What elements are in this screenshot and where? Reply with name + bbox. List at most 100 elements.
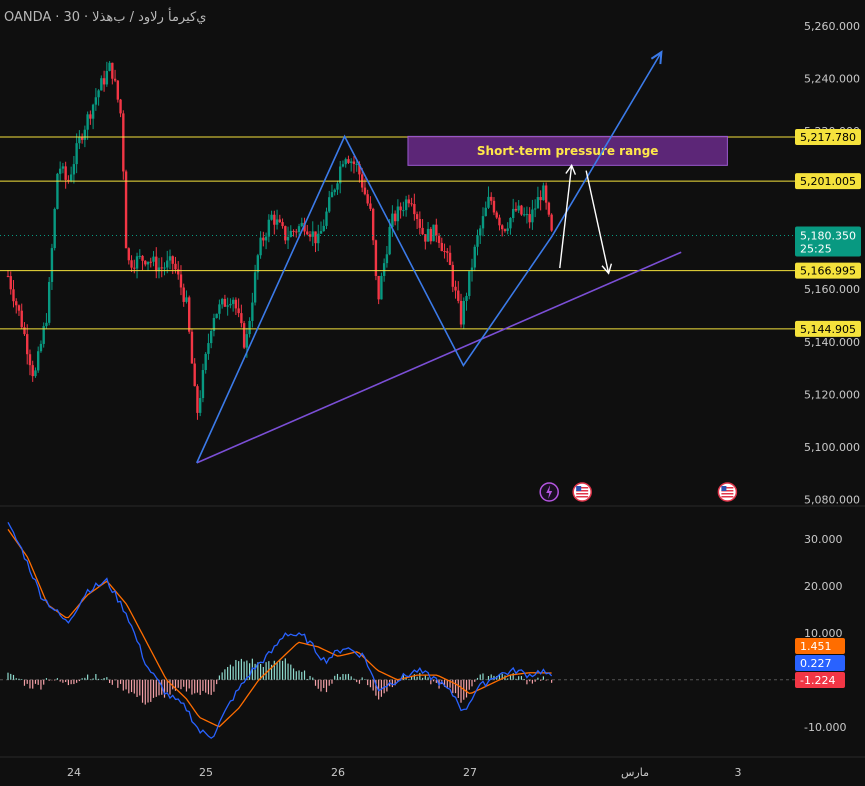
candle-body — [28, 354, 32, 366]
candle-body — [396, 206, 400, 222]
candle-body — [457, 290, 460, 301]
candle-body — [289, 230, 292, 237]
flag-stripe — [576, 490, 589, 492]
price-tick-label: 5,100.000 — [804, 441, 860, 454]
us-flag-icon[interactable] — [717, 482, 738, 502]
candle-body — [292, 230, 295, 232]
candle-body — [256, 255, 260, 273]
macd-value-box — [795, 655, 845, 671]
candle-body — [358, 163, 361, 175]
level-label: 5,144.905 — [800, 323, 856, 336]
candle-body — [94, 97, 98, 105]
flag-stripe — [721, 487, 734, 489]
flag-stripe — [721, 496, 734, 498]
candle-body — [317, 233, 320, 244]
candle-body — [138, 255, 141, 257]
symbol-name[interactable]: ي‌كيرمأ رلاود / ب‌هذلا — [92, 10, 207, 25]
candle-body — [448, 252, 452, 265]
candle-body — [509, 217, 512, 229]
candle-body — [437, 235, 441, 243]
candle-body — [550, 214, 553, 231]
current-price-box — [795, 226, 861, 257]
flag-stripe — [576, 487, 589, 489]
candle-body — [465, 295, 468, 301]
candle-body — [432, 224, 435, 242]
candle-body — [26, 334, 29, 355]
flag-icon-circle — [717, 482, 738, 502]
lightning-glyph — [546, 485, 553, 499]
candle-body — [415, 214, 419, 220]
candle-body — [248, 320, 251, 335]
candle-body — [75, 143, 78, 165]
price-tick-label: 5,140.000 — [804, 336, 860, 349]
candle-body — [278, 219, 282, 223]
signal-line — [7, 529, 552, 728]
candle-body — [347, 159, 350, 163]
candle-body — [355, 163, 358, 165]
price-pane[interactable]: Short-term pressure range — [0, 50, 795, 502]
candle-body — [363, 187, 367, 195]
candle-body — [223, 298, 227, 307]
macd-pane[interactable] — [0, 521, 795, 739]
candle-body — [240, 313, 243, 324]
candle-body — [369, 203, 372, 209]
candle-body — [23, 327, 26, 335]
candle-body — [133, 267, 136, 269]
candle-body — [404, 199, 408, 211]
us-flag-icon[interactable] — [572, 482, 592, 502]
candle-body — [17, 305, 21, 311]
candle-body — [242, 323, 246, 348]
pressure-range-box — [407, 135, 728, 166]
macd-value-label: 1.451 — [800, 640, 832, 653]
candle-body — [341, 164, 345, 167]
candle-body — [476, 235, 479, 247]
candle-body — [424, 234, 427, 242]
candle-body — [264, 236, 268, 241]
candle-body — [157, 267, 161, 272]
candle-body — [393, 213, 397, 222]
candle-body — [127, 248, 131, 261]
axes: 5,260.0005,240.0005,220.0005,200.0005,18… — [0, 20, 865, 779]
candle-body — [50, 248, 54, 282]
lightning-icon[interactable] — [539, 482, 559, 502]
candle-body — [174, 263, 177, 270]
candle-body — [20, 310, 23, 328]
candles-group — [6, 61, 553, 420]
candle-body — [122, 113, 125, 172]
projection-arrow — [585, 170, 610, 274]
candle-body — [407, 199, 411, 204]
candle-body — [366, 194, 369, 204]
candle-body — [163, 267, 166, 269]
flag-stripe — [576, 493, 589, 495]
candle-body — [544, 185, 548, 203]
candle-body — [267, 219, 271, 237]
level-label-box — [795, 173, 861, 190]
candle-body — [303, 222, 306, 232]
candle-body — [473, 246, 476, 268]
candle-body — [311, 231, 314, 237]
level-label-box — [795, 320, 861, 337]
candle-body — [501, 225, 504, 230]
candle-body — [253, 272, 257, 303]
flag-canton — [576, 486, 582, 491]
candle-body — [102, 78, 106, 85]
candle-body — [262, 237, 265, 241]
macd-tick-label: 10.000 — [804, 627, 843, 640]
candle-body — [528, 214, 531, 223]
candle-body — [539, 197, 542, 201]
candle-body — [47, 281, 51, 323]
candle-body — [237, 308, 240, 314]
level-label: 5,201.005 — [800, 175, 856, 188]
candle-body — [113, 78, 117, 81]
candle-body — [275, 219, 279, 225]
candle-body — [308, 234, 312, 237]
candle-body — [185, 297, 188, 302]
candle-body — [547, 202, 551, 215]
candle-body — [371, 208, 375, 241]
candle-body — [459, 300, 463, 325]
timeframe-label[interactable]: 30 — [63, 10, 80, 25]
candle-body — [410, 203, 413, 205]
candle-body — [53, 208, 56, 249]
candle-body — [201, 370, 205, 399]
